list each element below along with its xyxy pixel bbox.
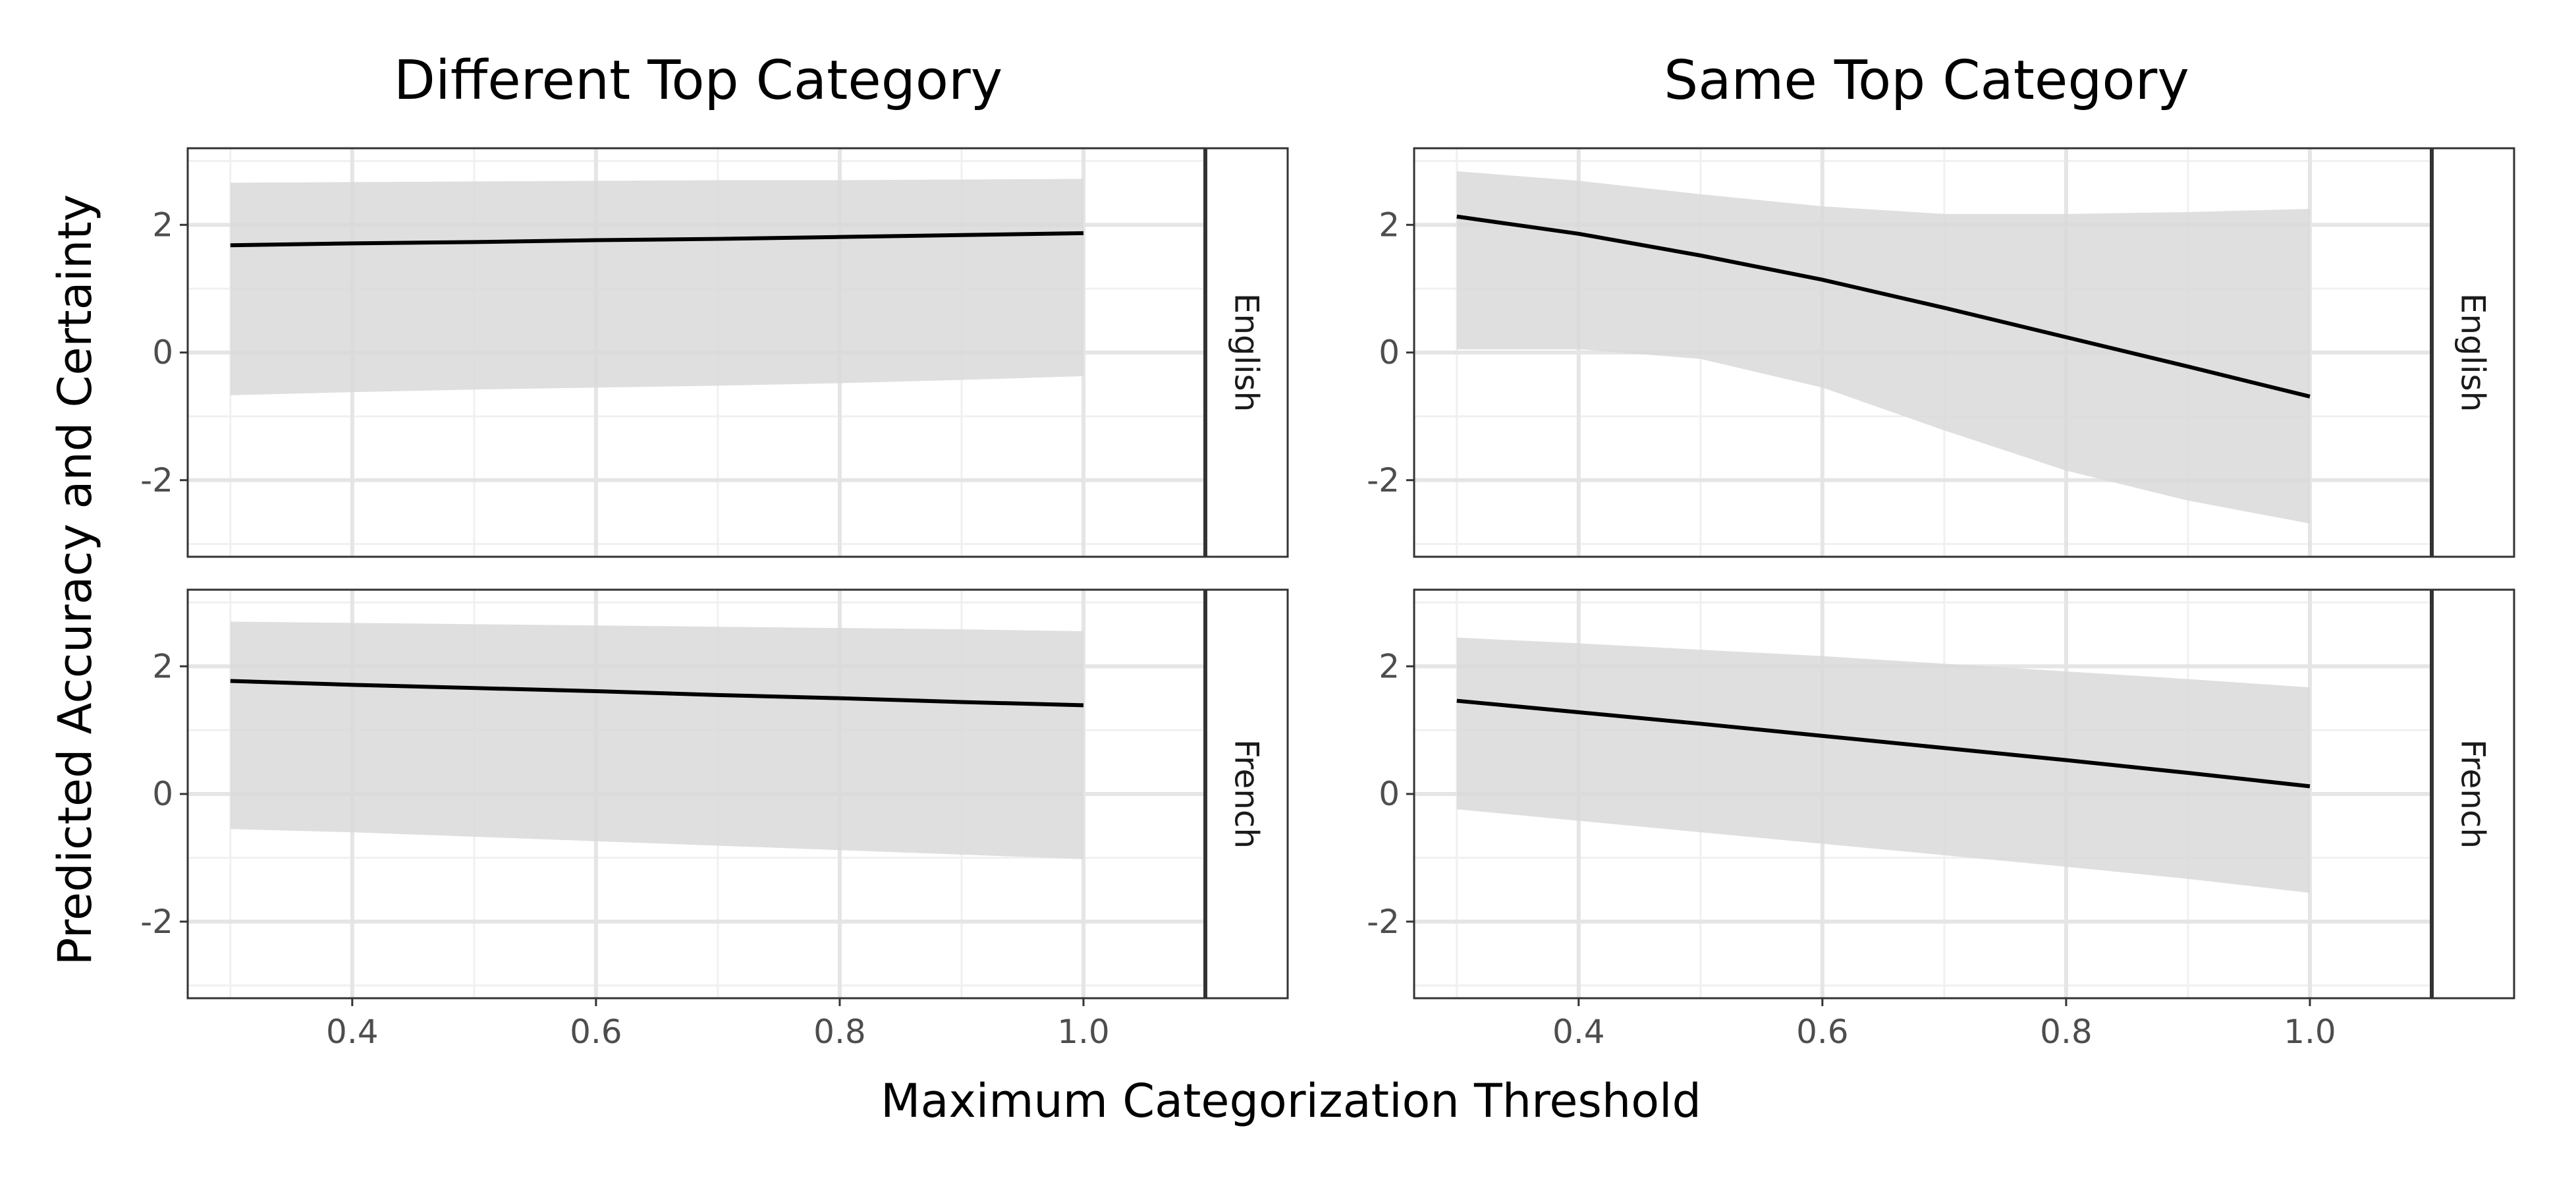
panel-same-top-category-english: English -2 0 2 (1367, 147, 2515, 558)
x-axis-title: Maximum Categorization Threshold (881, 1074, 1701, 1128)
x-tick-label: 0.4 (326, 1013, 379, 1051)
y-tick-label: 2 (1379, 206, 1400, 244)
fitted-line (1456, 698, 2311, 789)
confidence-band (1456, 637, 2310, 893)
column-title-different-top-category: Different Top Category (394, 49, 1002, 112)
x-tick-label: 0.8 (813, 1013, 866, 1051)
y-axis-title: Predicted Accuracy and Certainty (48, 194, 102, 965)
facet-strip (1204, 147, 1289, 558)
y-tick-label: 0 (1379, 775, 1400, 813)
panels-layer: English -2 0 2 English -2 0 2 French -2 0 2 0.4 0.6 0.… (140, 147, 2515, 1051)
y-tick-label: -2 (1367, 461, 1400, 499)
y-tick-label: -2 (140, 903, 173, 941)
panel-different-top-category-english: English -2 0 2 (140, 147, 1289, 558)
facet-strip-label: English (1228, 293, 1266, 412)
y-tick-label: 2 (152, 647, 173, 685)
fitted-line (230, 679, 1084, 708)
x-tick-label: 0.8 (2040, 1013, 2093, 1051)
facet-strip-label: English (2454, 293, 2492, 412)
confidence-band (230, 621, 1083, 859)
y-tick-label: 0 (1379, 333, 1400, 372)
panel-different-top-category-french: French -2 0 2 0.4 0.6 0.8 1.0 (140, 588, 1289, 1051)
y-tick-label: 2 (152, 206, 173, 244)
facet-strip (2430, 588, 2515, 1000)
y-tick-label: -2 (140, 461, 173, 499)
y-tick-label: -2 (1367, 903, 1400, 941)
confidence-band (1456, 171, 2310, 524)
column-title-same-top-category: Same Top Category (1664, 49, 2189, 112)
fitted-line (230, 231, 1084, 248)
y-tick-label: 0 (152, 333, 173, 372)
x-tick-label: 0.6 (570, 1013, 622, 1051)
facet-strip (2430, 147, 2515, 558)
y-tick-label: 0 (152, 775, 173, 813)
x-tick-label: 0.6 (1796, 1013, 1849, 1051)
y-tick-label: 2 (1379, 647, 1400, 685)
x-tick-label: 1.0 (2284, 1013, 2336, 1051)
facet-strip-label: French (2454, 739, 2492, 849)
panel-same-top-category-french: French -2 0 2 0.4 0.6 0.8 1.0 (1367, 588, 2515, 1051)
x-tick-label: 1.0 (1057, 1013, 1110, 1051)
facet-strip (1204, 588, 1289, 1000)
confidence-band (230, 179, 1083, 395)
facet-strip-label: French (1228, 739, 1266, 849)
x-tick-label: 0.4 (1552, 1013, 1605, 1051)
fitted-line (1456, 214, 2311, 399)
